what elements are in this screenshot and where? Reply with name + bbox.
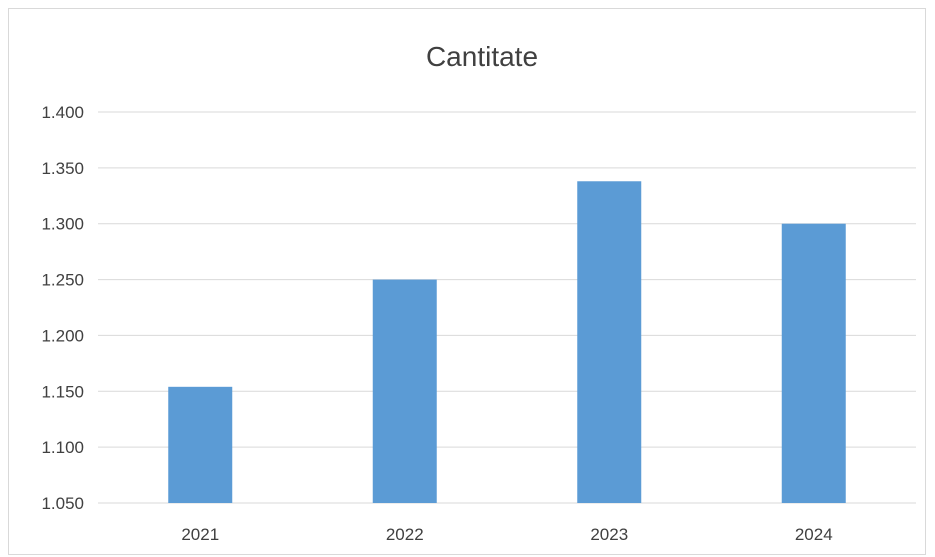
- y-tick-label: 1.350: [41, 159, 84, 178]
- y-tick-label: 1.150: [41, 382, 84, 401]
- y-tick-label: 1.050: [41, 494, 84, 513]
- x-tick-label: 2021: [181, 525, 219, 544]
- bar-2024: [781, 223, 846, 503]
- chart-frame: [8, 8, 926, 555]
- bar-2022: [372, 279, 437, 503]
- bar-2021: [168, 386, 233, 503]
- y-tick-label: 1.300: [41, 215, 84, 234]
- x-tick-label: 2023: [590, 525, 628, 544]
- x-axis-ticks: 2021 2022 2023 2024: [181, 525, 832, 544]
- x-tick-label: 2024: [795, 525, 833, 544]
- y-tick-label: 1.400: [41, 103, 84, 122]
- y-tick-label: 1.100: [41, 438, 84, 457]
- y-axis-ticks: 1.050 1.100 1.150 1.200 1.250 1.300 1.350 1.400: [41, 103, 84, 513]
- bars: [168, 181, 846, 503]
- bar-2023: [577, 181, 642, 503]
- gridlines: [98, 111, 916, 504]
- y-tick-label: 1.250: [41, 271, 84, 290]
- chart-title: Cantitate: [426, 41, 538, 72]
- x-tick-label: 2022: [386, 525, 424, 544]
- y-tick-label: 1.200: [41, 326, 84, 345]
